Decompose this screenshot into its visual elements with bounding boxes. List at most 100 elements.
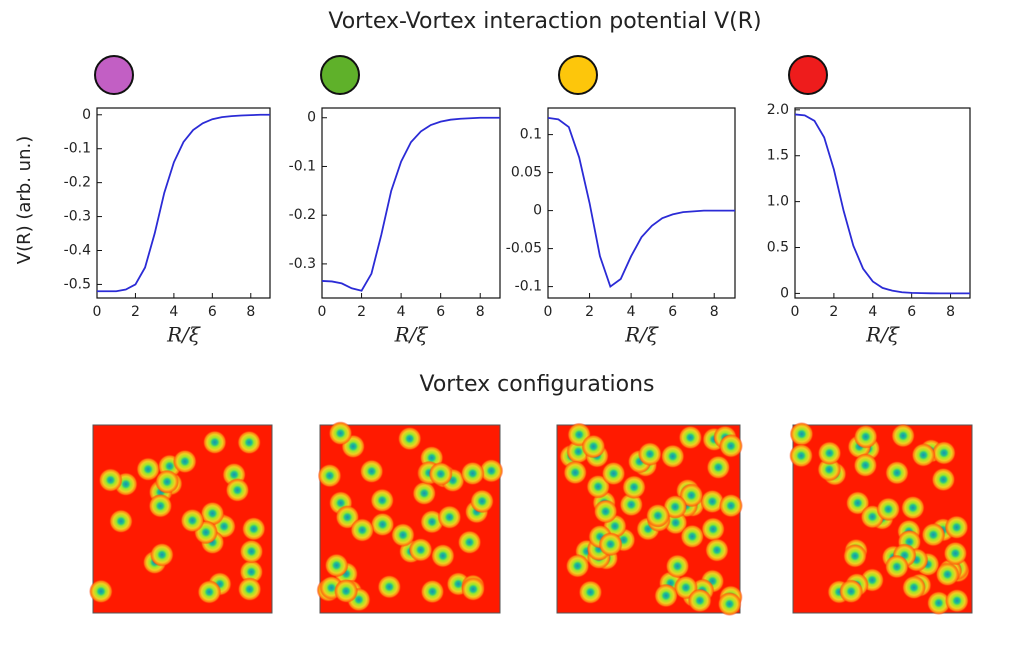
vortex xyxy=(334,579,359,604)
vortex xyxy=(842,543,867,568)
x-tick-label: 8 xyxy=(246,304,255,320)
y-tick-label: -0.3 xyxy=(64,209,91,225)
x-tick-label: 8 xyxy=(710,304,719,320)
vortex xyxy=(98,468,123,493)
vortex xyxy=(932,440,957,465)
vortex xyxy=(853,453,878,478)
x-tick-label: 0 xyxy=(93,304,102,320)
x-tick-label: 2 xyxy=(829,304,838,320)
vortex xyxy=(593,499,618,524)
vortex xyxy=(136,457,161,482)
vortex xyxy=(943,541,968,566)
vortex xyxy=(700,489,725,514)
x-tick-label: 4 xyxy=(627,304,636,320)
curve xyxy=(97,113,270,293)
vortex xyxy=(678,425,703,450)
x-tick-label: 8 xyxy=(476,304,485,320)
vortex xyxy=(645,503,670,528)
vortex xyxy=(680,524,705,549)
vortex xyxy=(884,554,909,579)
x-tick-label: 0 xyxy=(318,304,327,320)
y-tick-label: 0 xyxy=(82,107,91,123)
x-tick-label: 6 xyxy=(668,304,677,320)
vortex xyxy=(717,591,742,616)
y-tick-label: 1.0 xyxy=(767,194,789,210)
vortex xyxy=(172,449,197,474)
vortex xyxy=(789,422,814,447)
vortex xyxy=(578,580,603,605)
curve xyxy=(321,116,500,292)
vortex xyxy=(704,538,729,563)
y-tick-label: 0.1 xyxy=(520,127,542,143)
vortex-image xyxy=(556,422,743,616)
vortex xyxy=(935,562,960,587)
vortex xyxy=(885,460,910,485)
y-tick-label: 0 xyxy=(780,285,789,301)
vortex xyxy=(921,522,946,547)
x-tick-label: 0 xyxy=(791,304,800,320)
x-tick-label: 4 xyxy=(169,304,178,320)
y-tick-label: -0.2 xyxy=(64,175,91,191)
plot-frame xyxy=(794,107,971,299)
y-tick-label: 0.5 xyxy=(767,240,789,256)
vortex xyxy=(412,481,437,506)
vortex xyxy=(931,467,956,492)
vortex xyxy=(911,443,936,468)
vortex-image xyxy=(89,424,273,614)
vortex xyxy=(109,509,134,534)
y-tick-label: 2.0 xyxy=(767,102,789,118)
vortex xyxy=(718,433,743,458)
vortex-image xyxy=(789,422,973,615)
x-tick-label: 2 xyxy=(585,304,594,320)
vortex xyxy=(706,455,731,480)
vortex xyxy=(900,495,925,520)
vortex xyxy=(926,590,951,615)
vortex xyxy=(654,583,679,608)
plot-frame xyxy=(96,107,271,299)
vortex xyxy=(637,442,662,467)
color-marker xyxy=(788,55,828,95)
color-marker xyxy=(94,55,134,95)
vortex xyxy=(200,501,225,526)
figure-title: Vortex-Vortex interaction potential V(R) xyxy=(328,9,761,34)
x-tick-label: 2 xyxy=(131,304,140,320)
vortex xyxy=(581,434,606,459)
vortex xyxy=(901,575,926,600)
vortex xyxy=(565,553,590,578)
y-tick-label: 0.05 xyxy=(511,165,542,181)
vortex xyxy=(239,539,264,564)
y-tick-label: 0 xyxy=(307,110,316,126)
vortex xyxy=(430,543,455,568)
vortex xyxy=(89,579,114,604)
vortex xyxy=(470,489,495,514)
x-tick-label: 4 xyxy=(868,304,877,320)
vortex xyxy=(853,424,878,449)
vortex xyxy=(370,488,395,513)
vortex xyxy=(239,559,264,584)
vortex xyxy=(460,461,485,486)
vortex xyxy=(428,461,453,486)
vortex xyxy=(155,469,180,494)
y-axis-label: V(R) (arb. un.) xyxy=(14,136,35,264)
vortex xyxy=(397,426,422,451)
plot-frame xyxy=(321,107,501,299)
x-tick-label: 2 xyxy=(357,304,366,320)
vortex xyxy=(317,463,342,488)
y-tick-label: -0.1 xyxy=(289,158,316,174)
vortex xyxy=(149,542,174,567)
y-tick-label: -0.05 xyxy=(506,241,542,257)
vortex xyxy=(390,522,415,547)
plot-frame xyxy=(547,107,736,299)
vortex xyxy=(437,505,462,530)
x-tick-label: 0 xyxy=(544,304,553,320)
curve xyxy=(794,113,970,295)
x-tick-label: 4 xyxy=(397,304,406,320)
y-tick-label: -0.3 xyxy=(289,256,316,272)
vortex xyxy=(622,475,647,500)
vortex xyxy=(377,574,402,599)
y-tick-label: 1.5 xyxy=(767,148,789,164)
vortex xyxy=(148,493,173,518)
vortex xyxy=(945,588,970,613)
vortex xyxy=(328,421,353,446)
curve xyxy=(547,116,735,289)
